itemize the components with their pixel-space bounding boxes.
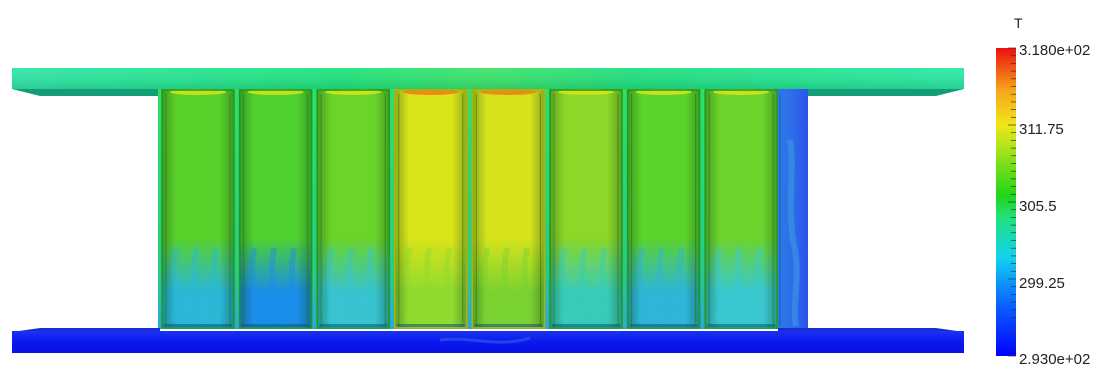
bottom-plate (12, 328, 964, 353)
color-bar-ticks (1008, 47, 1016, 357)
legend-label-311-75: 311.75 (1019, 121, 1064, 138)
top-plate (12, 68, 964, 96)
legend-title: T (1014, 15, 1023, 31)
tube-8 (704, 89, 778, 329)
tube-5 (471, 89, 546, 329)
tube-bank (161, 89, 778, 329)
tube-6 (549, 89, 623, 329)
legend-label-305-5: 305.5 (1019, 198, 1057, 215)
side-wall (774, 89, 808, 329)
tube-4 (394, 89, 468, 329)
legend-label-max: 3.180e+02 (1019, 42, 1090, 59)
tube-1 (161, 89, 235, 329)
tube-7 (626, 89, 701, 329)
color-legend: T 3.180e+02 311.75 305.5 299.25 2.930e+0… (996, 15, 1090, 368)
legend-label-299-25: 299.25 (1019, 275, 1065, 292)
heat-exchanger-geometry (12, 68, 964, 353)
tube-2 (238, 89, 313, 329)
tube-3 (316, 89, 390, 329)
legend-label-min: 2.930e+02 (1019, 351, 1090, 368)
